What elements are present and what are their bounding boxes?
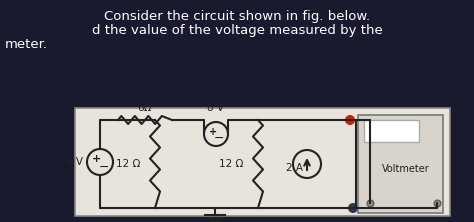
Text: meter.: meter.: [5, 38, 48, 51]
Circle shape: [348, 203, 358, 213]
Text: −: −: [99, 161, 109, 174]
Bar: [75, 108, 450, 216]
Bar: [358, 115, 443, 213]
Text: +: +: [209, 127, 217, 137]
Text: +: +: [92, 154, 101, 164]
Text: 4 V: 4 V: [66, 157, 83, 167]
Text: Consider the circuit shown in fig. below.: Consider the circuit shown in fig. below…: [104, 10, 370, 23]
Text: 8 V: 8 V: [208, 103, 225, 113]
Text: 12 Ω: 12 Ω: [116, 159, 140, 169]
Text: −: −: [214, 131, 224, 145]
Text: 6Ω: 6Ω: [138, 103, 152, 113]
Text: d the value of the voltage measured by the: d the value of the voltage measured by t…: [91, 24, 383, 37]
Text: 12 Ω: 12 Ω: [219, 159, 243, 169]
Circle shape: [345, 115, 355, 125]
Text: 2 A: 2 A: [286, 163, 303, 173]
Bar: [364, 120, 419, 142]
Text: Voltmeter: Voltmeter: [382, 164, 429, 174]
